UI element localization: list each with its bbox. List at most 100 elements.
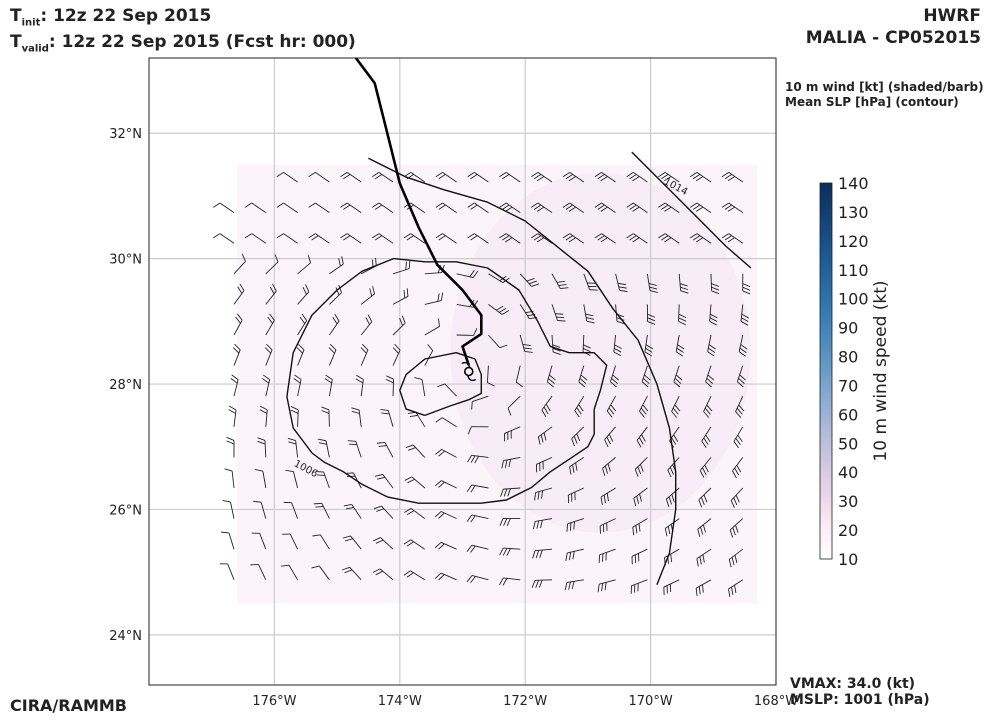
- slp-contour-line: [368, 157, 677, 585]
- model-name: HWRF: [923, 6, 981, 26]
- barb-shaft: [360, 349, 369, 366]
- barb-flag: [530, 202, 539, 208]
- colorbar-tick-label: 50: [838, 434, 858, 453]
- barb-flag: [733, 441, 739, 449]
- barb-flag: [394, 343, 401, 351]
- barb-flag: [538, 579, 543, 588]
- barb-shaft: [424, 300, 442, 305]
- barb-flag: [311, 235, 319, 241]
- wind-barb: [224, 468, 235, 489]
- barb-flag: [399, 318, 404, 326]
- barb-flag: [343, 235, 351, 241]
- barb-flag: [224, 468, 233, 472]
- wind-barb: [262, 374, 271, 397]
- barb-shaft: [346, 202, 362, 213]
- barb-flag: [585, 313, 594, 317]
- barb-flag: [664, 237, 672, 243]
- barb-flag: [734, 467, 739, 476]
- barb-flag: [637, 466, 642, 475]
- wind-barb: [340, 172, 362, 183]
- barb-flag: [414, 377, 423, 380]
- wind-barb: [626, 202, 648, 213]
- barb-flag: [212, 233, 221, 239]
- slp-contour-line: [286, 257, 608, 504]
- barb-flag: [506, 548, 511, 556]
- barb-flag: [332, 316, 338, 325]
- wind-barb: [329, 256, 344, 275]
- colorbar-tick-label: 20: [838, 521, 858, 540]
- barb-flag: [381, 412, 390, 415]
- barb-flag: [556, 316, 565, 319]
- wind-barb: [376, 442, 394, 458]
- wind-barb: [257, 437, 267, 458]
- barb-flag: [255, 468, 264, 472]
- wind-barb: [671, 395, 681, 418]
- barb-flag: [661, 204, 669, 210]
- legend-slp: Mean SLP [hPa] (contour): [785, 95, 959, 109]
- barb-flag: [545, 403, 551, 412]
- barb-shaft: [537, 202, 553, 213]
- barb-shaft: [537, 233, 553, 244]
- barb-shaft: [456, 273, 474, 279]
- barb-flag: [376, 508, 385, 512]
- barb-flag: [344, 538, 353, 542]
- barb-shaft: [410, 172, 426, 183]
- barb-flag: [318, 438, 327, 442]
- barb-flag: [641, 381, 649, 388]
- credit-label: CIRA/RAMMB: [10, 696, 127, 715]
- barb-flag: [610, 404, 616, 412]
- barb-shaft: [320, 534, 330, 550]
- barb-flag: [704, 407, 711, 415]
- barb-flag: [406, 572, 414, 578]
- wind-barb: [636, 426, 648, 448]
- barb-flag: [557, 320, 566, 322]
- barb-shaft: [440, 511, 457, 520]
- barb-flag: [466, 575, 473, 583]
- barb-shaft: [488, 334, 501, 348]
- wind-barb: [562, 202, 585, 213]
- y-tick-label: 26°N: [109, 503, 142, 518]
- wind-barb: [392, 288, 409, 305]
- barb-flag: [288, 441, 297, 445]
- barb-flag: [695, 237, 704, 243]
- barb-flag: [239, 283, 245, 291]
- barb-flag: [664, 206, 672, 212]
- barb-shaft: [569, 202, 585, 213]
- wind-barb: [597, 579, 616, 593]
- barb-flag: [377, 476, 386, 480]
- wind-barb: [721, 202, 744, 213]
- wind-barb: [658, 172, 680, 183]
- barb-flag: [328, 347, 335, 354]
- barb-shaft: [488, 273, 504, 284]
- barb-flag: [644, 351, 652, 357]
- barb-flag: [343, 174, 351, 180]
- wind-barb: [282, 533, 299, 550]
- barb-flag: [276, 233, 284, 239]
- barb-flag: [705, 434, 711, 442]
- barb-flag: [705, 381, 712, 388]
- wind-barb: [392, 343, 401, 366]
- barb-shaft: [349, 566, 362, 581]
- wind-barb: [373, 537, 394, 550]
- barb-shaft: [378, 202, 394, 213]
- barb-shaft: [360, 379, 364, 397]
- barb-flag: [541, 490, 544, 499]
- wind-barb: [571, 426, 585, 447]
- barb-flag: [373, 505, 382, 510]
- wind-barb: [435, 233, 457, 244]
- barb-flag: [647, 317, 656, 322]
- barb-flag: [470, 174, 478, 180]
- wind-barb: [380, 409, 394, 427]
- barb-flag: [576, 433, 581, 442]
- barb-shaft: [732, 457, 744, 472]
- barb-shaft: [634, 457, 648, 470]
- barb-flag: [580, 374, 588, 381]
- barb-flag: [702, 554, 705, 563]
- barb-flag: [703, 494, 708, 503]
- barb-shaft: [583, 273, 591, 290]
- barb-flag: [579, 378, 587, 384]
- wind-barb: [673, 365, 683, 388]
- barb-flag: [571, 438, 575, 447]
- barb-flag: [568, 581, 571, 590]
- barb-flag: [709, 320, 717, 326]
